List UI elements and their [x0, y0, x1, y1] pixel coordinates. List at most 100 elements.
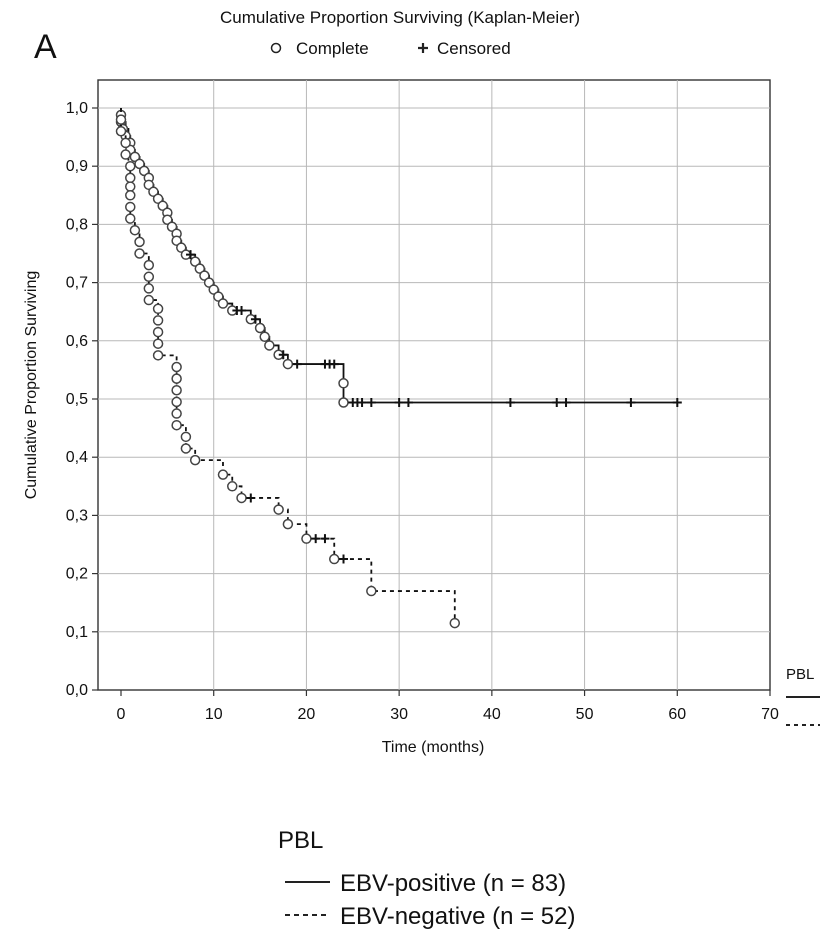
- complete-event-marker: [259, 331, 270, 342]
- legend-complete-label: Complete: [296, 39, 369, 58]
- plot-area: 0,0 0,1 0,2 0,3 0,4 0,5 0,6 0,7 0,8 0,9 1,0 0 10 20 3…: [66, 79, 779, 723]
- complete-marker-icon: [270, 42, 282, 54]
- y-axis-ticks: 0,0 0,1 0,2 0,3 0,4 0,5 0,6 0,7 0,8 0,9 1,0: [66, 100, 98, 699]
- censored-marker: [278, 350, 288, 360]
- complete-event-marker: [152, 326, 164, 338]
- side-legend-title: PBL: [786, 666, 814, 683]
- complete-event-marker: [171, 373, 182, 384]
- complete-event-marker: [282, 358, 294, 370]
- complete-event-marker: [152, 315, 164, 326]
- complete-event-marker: [301, 533, 312, 544]
- censored-marker: [626, 397, 636, 407]
- censored-marker: [357, 397, 367, 407]
- complete-event-marker: [120, 137, 131, 149]
- complete-event-marker: [129, 224, 141, 236]
- censored-marker: [394, 397, 404, 407]
- complete-event-marker: [134, 236, 145, 248]
- complete-event-marker: [264, 340, 275, 351]
- censored-marker: [329, 359, 339, 369]
- complete-event-marker: [134, 248, 145, 259]
- complete-event-marker: [125, 160, 136, 172]
- x-tick-label: 10: [205, 706, 223, 723]
- complete-event-marker: [125, 172, 136, 184]
- complete-event-marker: [180, 431, 192, 443]
- complete-event-marker: [152, 350, 164, 361]
- plot-frame: [97, 79, 771, 691]
- complete-event-marker: [129, 151, 141, 163]
- complete-event-marker: [152, 303, 164, 315]
- complete-event-marker: [213, 291, 224, 302]
- complete-event-marker: [143, 179, 155, 191]
- censored-marker: [561, 397, 571, 407]
- complete-event-marker: [194, 263, 206, 274]
- y-tick-label: 0,9: [66, 158, 88, 175]
- complete-event-marker: [328, 553, 340, 565]
- bottom-legend: PBL EBV-positive (n = 83) EBV-negative (…: [278, 827, 575, 930]
- x-axis-ticks: 0 10 20 30 40 50 60 70: [117, 690, 779, 723]
- y-tick-label: 0,7: [66, 275, 88, 292]
- complete-event-marker: [180, 443, 192, 454]
- y-tick-label: 0,1: [66, 624, 88, 641]
- y-tick-label: 0,6: [66, 333, 88, 350]
- complete-event-marker: [282, 518, 294, 530]
- complete-event-marker: [125, 201, 136, 213]
- complete-event-marker: [366, 585, 377, 597]
- censored-marker: [292, 359, 302, 369]
- censored-marker: [250, 314, 260, 324]
- complete-event-marker: [217, 469, 229, 480]
- complete-event-marker: [171, 396, 182, 408]
- complete-event-marker: [152, 338, 164, 349]
- complete-event-marker: [171, 385, 182, 396]
- x-tick-label: 50: [576, 706, 594, 723]
- y-tick-label: 0,0: [66, 682, 88, 699]
- complete-event-marker: [199, 270, 210, 281]
- x-tick-label: 40: [483, 706, 501, 723]
- complete-event-marker: [138, 165, 150, 177]
- y-tick-label: 0,8: [66, 216, 88, 233]
- x-axis-label: Time (months): [382, 739, 485, 756]
- complete-event-marker: [176, 242, 187, 253]
- y-tick-label: 0,2: [66, 566, 88, 583]
- y-tick-label: 1,0: [66, 100, 88, 117]
- complete-event-marker: [166, 221, 178, 232]
- complete-event-marker: [189, 256, 201, 267]
- complete-event-marker: [115, 114, 127, 125]
- complete-event-marker: [254, 322, 266, 334]
- complete-event-marker: [143, 259, 155, 271]
- side-legend: PBL: [786, 666, 820, 726]
- censored-marker: [339, 554, 349, 564]
- complete-event-marker: [125, 213, 136, 224]
- x-tick-label: 70: [761, 706, 779, 723]
- y-axis-label: Cumulative Proportion Surviving: [23, 271, 40, 500]
- x-tick-label: 20: [298, 706, 316, 723]
- censored-marker: [186, 250, 196, 260]
- complete-event-marker: [449, 617, 461, 629]
- complete-event-marker: [125, 181, 136, 192]
- complete-event-marker: [273, 504, 284, 515]
- complete-event-marker: [143, 271, 155, 283]
- complete-event-marker: [171, 408, 182, 419]
- complete-event-marker: [115, 126, 127, 137]
- complete-event-marker: [171, 361, 182, 373]
- ebv-negative-series: [115, 108, 461, 629]
- complete-event-marker: [143, 283, 155, 294]
- series-layer: [115, 108, 682, 629]
- grid: [98, 80, 770, 690]
- complete-event-marker: [125, 190, 136, 201]
- censored-marker: [366, 397, 376, 407]
- complete-event-marker: [338, 378, 349, 389]
- complete-event-marker: [171, 419, 182, 431]
- x-tick-label: 60: [668, 706, 686, 723]
- ebv-positive-series: [115, 108, 682, 408]
- complete-event-marker: [157, 200, 168, 212]
- complete-event-marker: [171, 235, 182, 246]
- bottom-legend-title: PBL: [278, 827, 323, 854]
- complete-event-marker: [120, 149, 131, 160]
- complete-event-marker: [134, 158, 145, 170]
- censored-marker: [403, 397, 413, 407]
- censored-marker: [311, 534, 321, 544]
- chart-title: Cumulative Proportion Surviving (Kaplan-…: [220, 8, 580, 27]
- censored-marker: [320, 534, 330, 544]
- x-tick-label: 30: [390, 706, 408, 723]
